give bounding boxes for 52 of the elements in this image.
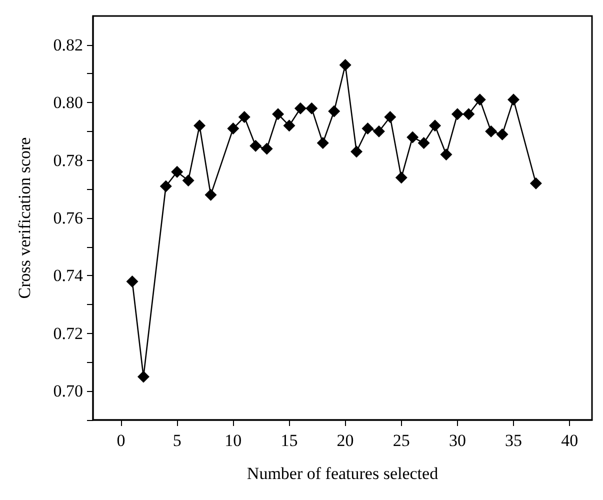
x-tick-label: 40 [561, 431, 578, 450]
y-tick-label: 0.82 [53, 35, 83, 54]
point [339, 59, 352, 72]
point [137, 370, 150, 383]
point [496, 128, 508, 140]
y-axis-title: Cross verification score [15, 137, 34, 299]
point [474, 94, 486, 106]
point [384, 111, 396, 123]
point [362, 122, 374, 135]
y-tick-label: 0.70 [53, 382, 83, 401]
point [182, 174, 194, 186]
point [204, 188, 217, 201]
x-axis-title: Number of features selected [246, 464, 439, 483]
y-tick-label: 0.78 [53, 150, 83, 170]
point [451, 108, 464, 120]
x-tick-label: 30 [448, 431, 466, 450]
point [306, 102, 318, 114]
x-tick-label: 20 [336, 431, 354, 450]
x-tick-label: 5 [172, 431, 182, 450]
point [530, 177, 542, 190]
point [485, 125, 498, 138]
point [227, 122, 240, 135]
point [171, 166, 184, 178]
point [429, 120, 442, 132]
point [294, 102, 306, 114]
point [462, 108, 475, 120]
point [440, 148, 452, 161]
y-tick-label: 0.80 [53, 93, 83, 112]
x-tick-label: 25 [392, 431, 410, 450]
point [395, 172, 408, 184]
x-tick-label: 35 [505, 431, 522, 450]
point [272, 108, 284, 120]
x-tick-label: 0 [116, 431, 126, 450]
point [406, 131, 419, 144]
point [160, 180, 172, 192]
y-tick-label: 0.72 [53, 324, 83, 343]
x-tick-label: 15 [280, 431, 298, 450]
point [350, 146, 363, 158]
point [283, 120, 296, 132]
point [418, 136, 430, 149]
y-tick-label: 0.74 [53, 266, 84, 286]
point [260, 142, 273, 155]
point [126, 275, 138, 288]
point [316, 136, 329, 149]
point [372, 125, 385, 138]
point [328, 105, 340, 118]
point [508, 94, 520, 106]
point [238, 111, 250, 123]
point [194, 120, 206, 132]
y-tick-label: 0.76 [53, 208, 83, 228]
point [250, 140, 262, 152]
x-tick-label: 10 [224, 431, 242, 450]
